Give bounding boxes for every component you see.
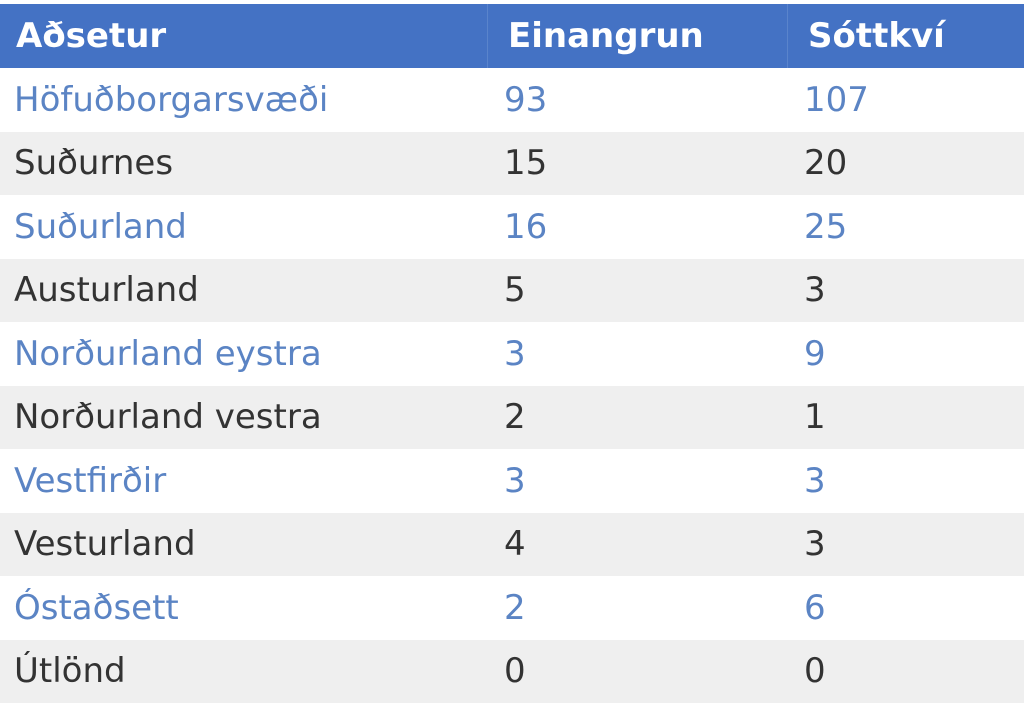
- cell-region: Vesturland: [14, 524, 196, 565]
- table-row: Norðurland eystra 3 9: [0, 322, 1024, 386]
- cell-einangrun: 2: [504, 587, 526, 628]
- table-header-row: Aðsetur Einangrun Sóttkví: [0, 4, 1024, 68]
- cell-region: Norðurland vestra: [14, 397, 322, 438]
- cell-einangrun: 3: [504, 333, 526, 374]
- table-row: Norðurland vestra 2 1: [0, 385, 1024, 449]
- table-row: Austurland 5 3: [0, 258, 1024, 322]
- cell-region: Austurland: [14, 270, 199, 311]
- cell-sottkvi: 20: [804, 143, 848, 184]
- table-row: Óstaðsett 2 6: [0, 576, 1024, 640]
- cell-einangrun: 15: [504, 143, 548, 184]
- table-row: Suðurnes 15 20: [0, 131, 1024, 195]
- cell-region: Höfuðborgarsvæði: [14, 79, 329, 120]
- cell-region: Útlönd: [14, 651, 126, 692]
- cell-sottkvi: 6: [804, 587, 826, 628]
- table-row: Höfuðborgarsvæði 93 107: [0, 68, 1024, 132]
- cell-sottkvi: 1: [804, 397, 826, 438]
- header-sottkvi: Sóttkví: [788, 4, 1024, 68]
- cell-region: Suðurnes: [14, 143, 174, 184]
- table-row: Vesturland 4 3: [0, 512, 1024, 576]
- cell-region: Norðurland eystra: [14, 333, 322, 374]
- cell-region: Vestfirðir: [14, 460, 167, 501]
- header-adsetur: Aðsetur: [0, 4, 488, 68]
- cell-sottkvi: 0: [804, 651, 826, 692]
- cell-einangrun: 5: [504, 270, 526, 311]
- cell-sottkvi: 107: [804, 79, 869, 120]
- cell-sottkvi: 9: [804, 333, 826, 374]
- table-row: Útlönd 0 0: [0, 639, 1024, 703]
- cell-einangrun: 2: [504, 397, 526, 438]
- cell-sottkvi: 3: [804, 524, 826, 565]
- cell-einangrun: 16: [504, 206, 548, 247]
- cell-einangrun: 3: [504, 460, 526, 501]
- cell-sottkvi: 25: [804, 206, 848, 247]
- cell-einangrun: 4: [504, 524, 526, 565]
- cell-einangrun: 0: [504, 651, 526, 692]
- cell-sottkvi: 3: [804, 460, 826, 501]
- table-row: Vestfirðir 3 3: [0, 449, 1024, 513]
- table-body: Höfuðborgarsvæði 93 107 Suðurnes 15 20 S…: [0, 68, 1024, 703]
- cell-sottkvi: 3: [804, 270, 826, 311]
- table-row: Suðurland 16 25: [0, 195, 1024, 259]
- header-einangrun: Einangrun: [488, 4, 788, 68]
- cell-region: Óstaðsett: [14, 587, 179, 628]
- cell-einangrun: 93: [504, 79, 548, 120]
- cell-region: Suðurland: [14, 206, 187, 247]
